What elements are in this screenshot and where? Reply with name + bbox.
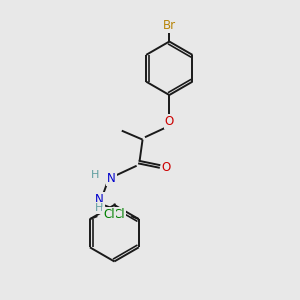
Text: H: H: [95, 203, 104, 213]
Text: O: O: [162, 161, 171, 174]
Text: Cl: Cl: [103, 208, 115, 221]
Text: Cl: Cl: [114, 208, 125, 221]
Text: O: O: [165, 115, 174, 128]
Text: N: N: [95, 193, 104, 206]
Text: N: N: [107, 172, 116, 185]
Text: Br: Br: [163, 19, 176, 32]
Text: H: H: [91, 170, 99, 180]
